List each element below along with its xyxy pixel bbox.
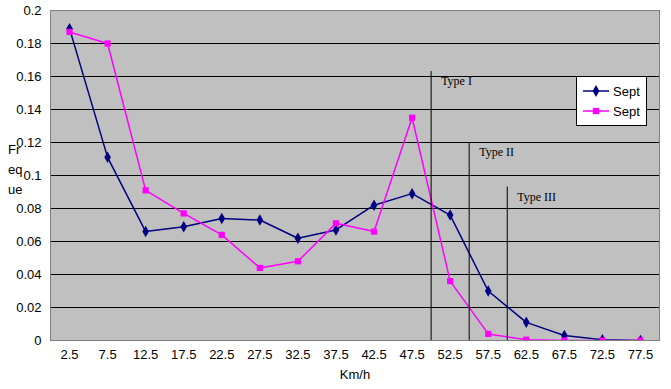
svg-text:0.06: 0.06 <box>16 234 41 249</box>
svg-text:0.12: 0.12 <box>16 134 42 150</box>
svg-text:42.5: 42.5 <box>361 347 386 362</box>
html-text:Fr eq ue: Fr eq ue <box>8 142 23 197</box>
svg-text:0.08: 0.08 <box>16 201 41 216</box>
svg-text:0.04: 0.04 <box>16 267 41 282</box>
svg-text:0.16: 0.16 <box>16 69 41 84</box>
svg-text:62.5: 62.5 <box>514 347 539 362</box>
html-text:Sept: Sept <box>613 83 640 99</box>
svg-text:52.5: 52.5 <box>438 347 463 362</box>
svg-text:32.5: 32.5 <box>285 347 310 362</box>
svg-text:Type II: Type II <box>479 145 514 159</box>
svg-text:Km/h: Km/h <box>340 367 370 382</box>
svg-text:Type III: Type III <box>517 190 556 204</box>
html-text:Sept: Sept <box>613 103 640 119</box>
svg-text:Type I: Type I <box>441 74 472 88</box>
svg-text:0.14: 0.14 <box>16 102 41 117</box>
svg-text:27.5: 27.5 <box>247 347 272 362</box>
svg-text:7.5: 7.5 <box>99 347 117 362</box>
svg-text:0.1: 0.1 <box>23 168 41 183</box>
svg-text:57.5: 57.5 <box>476 347 501 362</box>
svg-text:72.5: 72.5 <box>590 347 615 362</box>
svg-text:0: 0 <box>34 333 41 348</box>
svg-text:17.5: 17.5 <box>171 347 196 362</box>
svg-text:0.02: 0.02 <box>16 300 41 315</box>
svg-text:77.5: 77.5 <box>628 347 653 362</box>
svg-text:0.18: 0.18 <box>16 36 41 51</box>
svg-text:67.5: 67.5 <box>552 347 577 362</box>
svg-text:47.5: 47.5 <box>399 347 424 362</box>
svg-text:12.5: 12.5 <box>133 347 158 362</box>
svg-text:2.5: 2.5 <box>60 347 78 362</box>
svg-text:37.5: 37.5 <box>323 347 348 362</box>
svg-text:0.2: 0.2 <box>23 3 41 18</box>
svg-text:22.5: 22.5 <box>209 347 234 362</box>
